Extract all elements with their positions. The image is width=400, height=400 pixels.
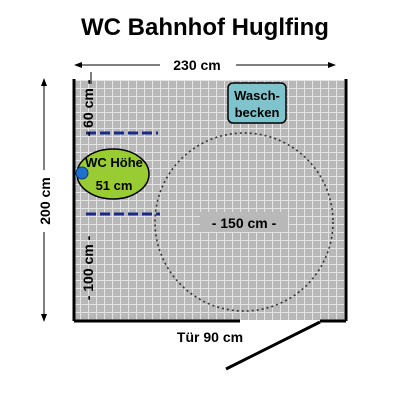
- page-title: WC Bahnhof Huglfing: [81, 14, 329, 41]
- toilet-label-line2: 51 cm: [96, 178, 133, 193]
- floor-area: [75, 80, 345, 320]
- upper-gap-label: - 60 cm -: [80, 79, 96, 136]
- turning-circle-label: - 150 cm -: [212, 215, 277, 231]
- turning-circle: [154, 132, 334, 312]
- door-leaf: [225, 320, 321, 371]
- lower-gap-label: - 100 cm -: [80, 235, 96, 300]
- arrow-up-icon: [41, 78, 47, 86]
- sink-label-line1: Wasch-: [234, 88, 280, 103]
- sink: [227, 82, 287, 124]
- arrow-down-icon: [41, 314, 47, 322]
- toilet-label-line1: WC Höhe: [85, 155, 143, 170]
- door-label: Tür 90 cm: [177, 329, 243, 345]
- sink-label-line2: becken: [235, 105, 280, 120]
- arrow-left-icon: [74, 62, 82, 68]
- toilet-seat-icon: [75, 166, 89, 180]
- turning-circle-label-bg: [200, 212, 288, 232]
- arrow-right-icon: [328, 62, 336, 68]
- width-label: 230 cm: [173, 57, 220, 73]
- height-label: 200 cm: [37, 177, 53, 224]
